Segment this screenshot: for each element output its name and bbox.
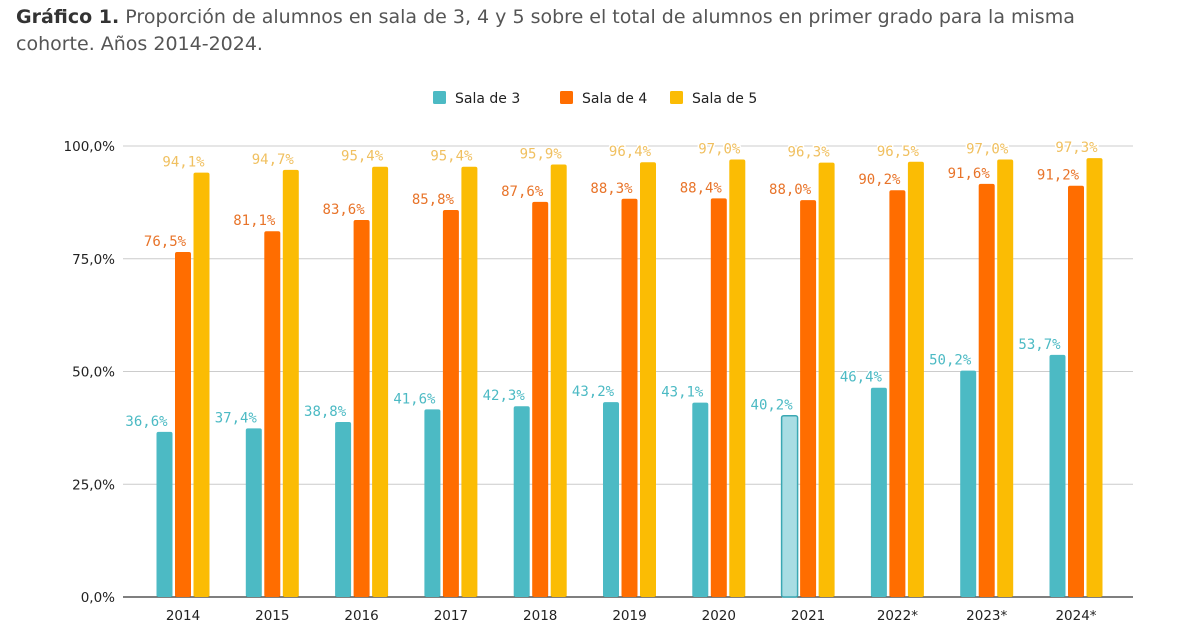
x-tick-label: 2018	[523, 608, 557, 624]
x-tick-label: 2015	[255, 608, 289, 624]
data-label: 91,6%	[948, 166, 991, 182]
bar	[997, 159, 1014, 597]
data-label: 37,4%	[215, 410, 258, 426]
data-label: 41,6%	[393, 391, 436, 407]
data-label: 43,1%	[661, 385, 704, 401]
data-label: 46,4%	[840, 370, 883, 386]
data-label: 81,1%	[233, 213, 276, 229]
legend-swatch	[560, 91, 573, 104]
bar	[640, 162, 656, 597]
bar	[156, 431, 173, 597]
data-label: 88,4%	[680, 180, 723, 196]
bar	[870, 387, 887, 597]
data-label: 91,2%	[1037, 168, 1080, 184]
bar	[960, 370, 977, 597]
y-tick-label: 25,0%	[72, 477, 115, 493]
data-label: 83,6%	[323, 202, 366, 218]
x-tick-label: 2021	[791, 608, 825, 624]
bar	[264, 231, 281, 597]
data-label: 95,4%	[430, 149, 473, 165]
chart-title-bold: Gráfico 1.	[16, 6, 120, 28]
bar	[621, 198, 638, 597]
x-tick-label: 2017	[434, 608, 468, 624]
bar	[710, 198, 727, 598]
data-label: 76,5%	[144, 234, 187, 250]
bar	[442, 210, 459, 598]
data-label: 40,2%	[751, 398, 794, 414]
y-tick-label: 50,0%	[72, 365, 115, 381]
data-label: 85,8%	[412, 192, 455, 208]
x-tick-label: 2014	[166, 608, 200, 624]
legend-swatch	[670, 91, 683, 104]
bar	[907, 161, 924, 597]
legend-swatch	[433, 91, 446, 104]
x-tick-label: 2016	[344, 608, 378, 624]
data-label: 96,3%	[788, 145, 831, 161]
bar	[603, 402, 619, 597]
chart-title: Gráfico 1. Proporción de alumnos en sala…	[16, 4, 1136, 58]
data-label: 96,5%	[877, 144, 920, 160]
bar	[424, 409, 441, 597]
legend-label: Sala de 5	[692, 91, 757, 107]
x-tick-label: 2024*	[1055, 608, 1096, 624]
data-label: 94,7%	[252, 152, 295, 168]
bar	[245, 428, 262, 597]
data-label: 88,3%	[590, 181, 633, 197]
data-label: 38,8%	[304, 404, 347, 420]
data-label: 87,6%	[501, 184, 544, 200]
bar	[353, 219, 370, 598]
bar	[193, 172, 210, 597]
bar	[1049, 354, 1066, 597]
data-label: 95,9%	[520, 146, 563, 162]
data-label: 50,2%	[929, 353, 972, 369]
legend-label: Sala de 4	[582, 91, 647, 107]
data-label: 88,0%	[769, 182, 812, 198]
bar	[175, 251, 191, 598]
bar	[532, 201, 549, 597]
x-tick-label: 2023*	[966, 608, 1007, 624]
bar	[800, 200, 817, 597]
bar	[692, 402, 709, 597]
data-label: 95,4%	[341, 149, 384, 165]
bar	[1086, 158, 1103, 597]
chart-title-text: Proporción de alumnos en sala de 3, 4 y …	[16, 6, 1075, 55]
data-label: 94,1%	[162, 155, 205, 171]
bar	[372, 166, 389, 597]
x-tick-label: 2019	[612, 608, 646, 624]
data-label: 43,2%	[572, 384, 615, 400]
data-label: 97,0%	[966, 142, 1009, 158]
bar	[1068, 185, 1084, 598]
data-label: 42,3%	[483, 388, 526, 404]
bar	[780, 414, 799, 598]
y-tick-label: 75,0%	[72, 252, 115, 268]
data-label: 36,6%	[125, 414, 168, 430]
x-tick-label: 2020	[702, 608, 736, 624]
y-tick-label: 100,0%	[64, 139, 116, 155]
bar	[729, 159, 746, 597]
x-tick-label: 2022*	[877, 608, 918, 624]
legend-label: Sala de 3	[455, 91, 520, 107]
bar	[818, 162, 835, 597]
data-label: 97,0%	[698, 142, 741, 158]
data-label: 97,3%	[1055, 140, 1098, 156]
data-label: 90,2%	[858, 172, 901, 188]
bar	[889, 190, 906, 597]
data-label: 96,4%	[609, 144, 652, 160]
bar	[282, 169, 299, 597]
bar	[335, 422, 352, 597]
bar	[513, 406, 530, 597]
y-tick-label: 0,0%	[81, 590, 115, 606]
bar	[461, 166, 478, 597]
data-label: 53,7%	[1018, 337, 1061, 353]
bar	[978, 183, 995, 597]
bar	[550, 164, 567, 597]
